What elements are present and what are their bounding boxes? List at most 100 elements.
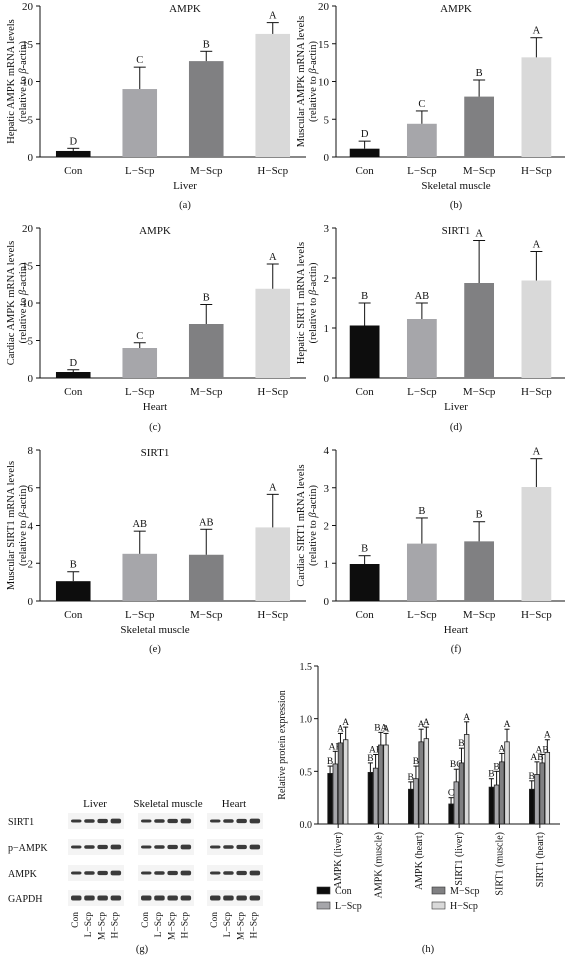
bar-Con bbox=[408, 788, 414, 825]
significance-letter: B bbox=[203, 293, 210, 304]
bar-M−Scp bbox=[458, 762, 465, 825]
blot-strip bbox=[68, 813, 124, 829]
significance-letter: A bbox=[383, 724, 390, 734]
significance-letter: A bbox=[418, 720, 425, 730]
significance-letter: B bbox=[458, 739, 464, 749]
tissue-label: Liver bbox=[83, 798, 107, 810]
blot-band bbox=[110, 818, 122, 824]
y-label-prefix: (relative to bbox=[18, 74, 29, 122]
y-axis-label-line1: Hepatic SIRT1 mRNA levels bbox=[296, 242, 307, 364]
blot-band bbox=[223, 895, 234, 901]
x-tick-label: H−Scp bbox=[257, 165, 288, 177]
blot-strip bbox=[207, 813, 263, 829]
significance-letter: B bbox=[413, 757, 419, 767]
y-label-suffix: -actin) bbox=[308, 40, 319, 68]
blot-band bbox=[210, 895, 221, 901]
blot-band bbox=[141, 871, 152, 875]
bar-Con bbox=[488, 786, 495, 825]
lane-label: L−Scp bbox=[84, 912, 94, 938]
x-tick-label: M−Scp bbox=[190, 609, 223, 621]
y-tick-label: 5 bbox=[28, 336, 34, 348]
bar-Con bbox=[55, 372, 91, 378]
y-tick-label: 3 bbox=[324, 483, 330, 495]
blot-strip bbox=[138, 839, 194, 855]
bar-M−Scp bbox=[464, 541, 495, 601]
bar-H−Scp bbox=[463, 734, 470, 825]
bar-Con bbox=[327, 773, 333, 825]
significance-letter: A bbox=[342, 718, 349, 728]
bar-H−Scp bbox=[504, 741, 510, 825]
x-tick-label: Con bbox=[64, 165, 83, 177]
blot-band bbox=[97, 818, 108, 824]
lane-label: H−Scp bbox=[181, 912, 191, 939]
panel-label: (d) bbox=[450, 422, 463, 433]
x-tick-label: M−Scp bbox=[463, 609, 496, 621]
blot-band bbox=[141, 819, 152, 823]
x-axis-label: Skeletal muscle bbox=[120, 624, 189, 636]
blot-band bbox=[97, 844, 108, 850]
significance-letter: AB bbox=[369, 745, 382, 755]
significance-letter: A bbox=[423, 718, 430, 728]
bar-Con bbox=[55, 581, 91, 601]
bar-M−Scp bbox=[188, 61, 224, 157]
y-label-beta: β bbox=[18, 289, 29, 296]
x-tick-label: H−Scp bbox=[521, 609, 552, 621]
panel-label: (c) bbox=[149, 422, 161, 433]
blot-band bbox=[167, 818, 178, 824]
y-tick-label: 0 bbox=[28, 596, 34, 608]
y-label-prefix: (relative to bbox=[308, 518, 319, 566]
y-axis-label-line2: (relative to β-actin) bbox=[18, 40, 29, 122]
blot-band bbox=[84, 895, 95, 901]
y-tick-label: 10 bbox=[22, 298, 34, 310]
blot-band bbox=[236, 895, 247, 901]
x-tick-label: AMPK (heart) bbox=[414, 832, 425, 890]
significance-letter: B bbox=[367, 754, 373, 764]
bar-L−Scp bbox=[406, 319, 437, 378]
lane-label: L−Scp bbox=[223, 912, 233, 938]
panel-label: (h) bbox=[422, 944, 435, 955]
panel-label: (g) bbox=[136, 944, 149, 955]
x-tick-label: L−Scp bbox=[125, 386, 155, 398]
y-axis-label-line1: Muscular SIRT1 mRNA levels bbox=[6, 461, 17, 590]
blot-band bbox=[236, 844, 247, 850]
y-tick-label: 6 bbox=[28, 483, 34, 495]
bar-L−Scp bbox=[534, 774, 540, 825]
blot-band bbox=[84, 871, 95, 875]
lane-label: Con bbox=[71, 912, 81, 928]
protein-label: SIRT1 bbox=[8, 817, 34, 828]
x-tick-label: M−Scp bbox=[190, 386, 223, 398]
y-tick-label: 0 bbox=[28, 373, 34, 385]
bar-L−Scp bbox=[122, 348, 158, 378]
blot-strip bbox=[207, 839, 263, 855]
significance-letter: A bbox=[463, 713, 470, 723]
blot-band bbox=[71, 845, 82, 849]
significance-letter: A bbox=[269, 482, 277, 493]
significance-letter: BA bbox=[374, 723, 387, 733]
blot-band bbox=[154, 819, 165, 823]
y-tick-label: 8 bbox=[28, 445, 34, 457]
bar-L−Scp bbox=[453, 781, 459, 825]
tissue-label: Skeletal muscle bbox=[133, 798, 202, 810]
significance-letter: C bbox=[418, 99, 425, 110]
y-label-beta: β bbox=[308, 289, 319, 296]
bar-L−Scp bbox=[122, 553, 158, 601]
bar-M−Scp bbox=[499, 761, 505, 825]
blot-band bbox=[84, 845, 95, 849]
panel-label: (f) bbox=[451, 644, 462, 655]
y-label-beta: β bbox=[18, 512, 29, 519]
bar-L−Scp bbox=[122, 89, 158, 157]
bar-L−Scp bbox=[406, 543, 437, 601]
y-tick-label: 20 bbox=[22, 1, 34, 13]
blot-band bbox=[223, 845, 234, 849]
blot-band bbox=[84, 819, 95, 823]
chart-title: SIRT1 bbox=[442, 225, 471, 237]
bar-Con bbox=[448, 803, 454, 825]
significance-letter: A bbox=[504, 720, 511, 730]
significance-letter: AB bbox=[199, 517, 214, 528]
bar-M−Scp bbox=[464, 283, 495, 378]
y-tick-label: 0.5 bbox=[300, 767, 313, 778]
lane-label: Con bbox=[210, 912, 220, 928]
x-tick-label: Con bbox=[64, 609, 83, 621]
protein-label: GAPDH bbox=[8, 894, 42, 905]
